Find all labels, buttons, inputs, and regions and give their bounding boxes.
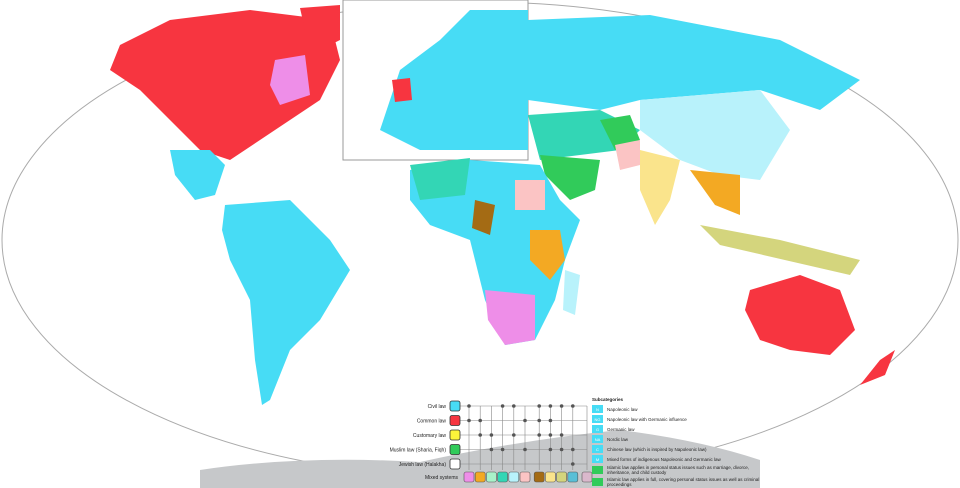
subcategory-item: NA Nordic law — [592, 435, 762, 443]
subcategory-label: Islamic law applies in personal status i… — [607, 465, 750, 475]
mixed-system-swatch — [474, 471, 486, 483]
subcategories-title: Subcategories — [592, 397, 624, 402]
arabia — [540, 155, 600, 200]
mixed-system-swatch — [567, 471, 579, 483]
mexico — [170, 150, 225, 200]
subcategory-swatch: M — [592, 455, 603, 463]
subcategory-item: Islamic law applies in personal status i… — [592, 465, 762, 475]
subcategory-item: N Napoleonic law — [592, 405, 762, 413]
system-label: Civil law — [428, 404, 447, 410]
russia — [528, 15, 860, 110]
mixed-system-swatch — [497, 471, 508, 483]
mixed-system-swatch — [556, 471, 567, 483]
matrix-dot — [500, 447, 505, 452]
matrix-dot — [467, 418, 471, 423]
mixed-system-swatch — [545, 471, 556, 483]
matrix-dot — [467, 404, 471, 408]
matrix-dot — [571, 404, 575, 408]
pakistan — [615, 140, 640, 170]
afghanistan — [600, 115, 640, 150]
subcategory-label: Germanic law — [607, 426, 635, 432]
mixed-system-swatch — [533, 471, 545, 483]
matrix-dot — [512, 404, 516, 408]
subcategory-item: NG Napoleonic law with Germanic influence — [592, 415, 762, 423]
cameroon — [472, 200, 495, 235]
subcategory-label: Mixed forms of indigenous Napoleonic and… — [607, 456, 721, 462]
north-africa-mixed — [410, 158, 470, 200]
mixed-system-swatch — [519, 471, 531, 483]
subcategories-legend: Subcategories N Napoleonic law NG Napoleoni… — [592, 397, 762, 488]
matrix-dot — [559, 447, 564, 452]
system-swatch — [449, 444, 461, 455]
matrix-dot — [548, 447, 553, 452]
greenland — [300, 5, 340, 50]
southeast-asia — [690, 170, 740, 215]
system-swatch — [449, 400, 461, 412]
subcategory-label: Nordic law — [607, 436, 629, 442]
subcategory-swatch: C — [592, 445, 603, 453]
sudan — [515, 180, 545, 210]
subcategory-label: Islamic law applies in full, covering pe… — [607, 477, 760, 487]
matrix-dot — [537, 404, 541, 408]
new-zealand — [860, 350, 895, 385]
china — [640, 90, 790, 180]
subcategory-item: G Germanic law — [592, 425, 762, 433]
system-label: Muslim law (Sharia, Fiqh) — [390, 448, 447, 454]
matrix-dot — [523, 447, 527, 452]
matrix-dot — [500, 404, 505, 408]
matrix-dot — [571, 447, 575, 452]
east-africa — [530, 230, 565, 280]
subcategory-item: M Mixed forms of indigenous Napoleonic an… — [592, 455, 762, 463]
matrix-dot — [559, 433, 564, 437]
matrix-dot — [548, 433, 553, 437]
legend-matrix: Civil law Common law Customary law Muslim l… — [390, 400, 593, 483]
mixed-system-swatch — [508, 471, 520, 483]
matrix-dot — [548, 404, 553, 408]
indonesia — [700, 225, 860, 275]
matrix-dot — [559, 404, 564, 408]
matrix-dot — [512, 433, 516, 437]
north-america-common — [110, 10, 340, 160]
subcategory-swatch: N — [592, 405, 603, 413]
system-swatch — [449, 429, 461, 441]
subcategory-swatch — [592, 478, 603, 486]
uk-ireland — [392, 78, 412, 102]
matrix-dot — [537, 418, 541, 423]
system-swatch — [449, 458, 461, 470]
subcategory-swatch — [592, 466, 603, 474]
matrix-dot — [478, 418, 483, 423]
subcategory-label: Chinese law (which is inspired by Napole… — [607, 446, 707, 452]
quebec — [270, 55, 310, 105]
south-america — [222, 200, 350, 405]
matrix-dot — [489, 433, 494, 437]
subcategory-label: Napoleonic law — [607, 406, 638, 412]
subcategory-item: Islamic law applies in full, covering pe… — [592, 477, 762, 487]
mixed-systems-label: Mixed systems — [425, 475, 459, 481]
matrix-dot — [571, 462, 575, 466]
south-africa — [485, 290, 535, 345]
mixed-system-swatch — [581, 471, 593, 483]
subcategory-label: Napoleonic law with Germanic influence — [607, 416, 687, 422]
system-label: Common law — [417, 419, 447, 425]
subcategory-swatch: NG — [592, 415, 603, 423]
subcategory-item: C Chinese law (which is inspired by Napol… — [592, 445, 762, 453]
matrix-dot — [523, 418, 527, 423]
india — [640, 150, 680, 225]
subcategory-swatch: NA — [592, 435, 603, 443]
australia — [745, 275, 855, 355]
matrix-dot — [537, 433, 541, 437]
matrix-dot — [548, 418, 553, 423]
system-swatch — [449, 415, 461, 426]
mixed-system-swatch — [463, 471, 475, 483]
mixed-system-swatch — [486, 471, 497, 483]
system-label: Customary law — [413, 433, 446, 439]
matrix-dot — [489, 447, 494, 452]
subcategory-swatch: G — [592, 425, 603, 433]
madagascar — [563, 270, 580, 315]
europe — [380, 10, 528, 150]
system-label: Jewish law (Halakha) — [399, 462, 447, 468]
matrix-dot — [478, 433, 483, 437]
